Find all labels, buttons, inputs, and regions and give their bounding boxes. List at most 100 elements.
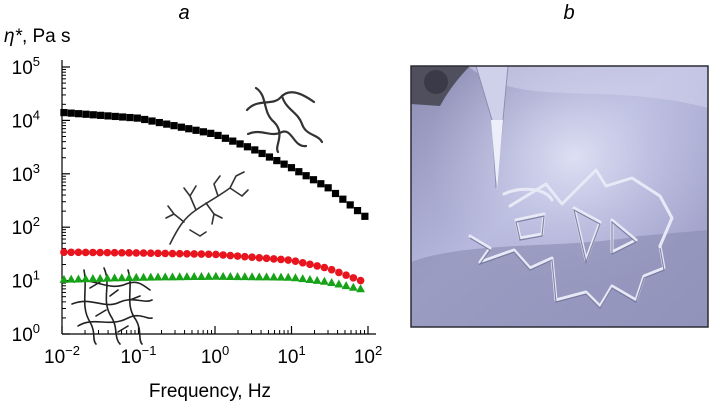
- data-point: [170, 122, 178, 130]
- data-point: [225, 271, 235, 280]
- data-point: [175, 249, 184, 258]
- data-point: [204, 271, 214, 280]
- data-point: [88, 274, 98, 283]
- data-point: [192, 126, 200, 134]
- data-point: [312, 275, 322, 284]
- data-point: [168, 272, 177, 281]
- data-point: [214, 131, 222, 140]
- x-axis-title: Frequency, Hz: [149, 381, 271, 402]
- data-point: [327, 277, 337, 286]
- data-point: [356, 284, 365, 293]
- data-point: [212, 250, 220, 259]
- data-point: [60, 108, 68, 117]
- data-point: [240, 272, 250, 281]
- data-point: [219, 251, 227, 259]
- data-point: [320, 276, 329, 285]
- x-tick-label: 102: [354, 343, 382, 368]
- data-point: [276, 272, 286, 281]
- data-point: [277, 255, 285, 264]
- data-point: [265, 153, 274, 161]
- data-point: [183, 250, 191, 258]
- data-point: [221, 134, 230, 142]
- x-tick-label: 101: [277, 343, 305, 368]
- data-point: [327, 265, 336, 274]
- data-point: [190, 250, 198, 258]
- data-point: [298, 258, 307, 267]
- x-tick-label: 10−1: [121, 343, 157, 368]
- data-point: [185, 125, 193, 133]
- data-point: [104, 112, 112, 120]
- data-point: [125, 249, 133, 257]
- data-point: [262, 254, 271, 263]
- data-point: [284, 256, 293, 264]
- data-point: [163, 120, 171, 128]
- data-point: [60, 248, 68, 257]
- data-point: [342, 271, 350, 279]
- data-point: [148, 117, 156, 125]
- series-layer: [59, 108, 369, 293]
- y-tick-label: 104: [12, 107, 40, 132]
- data-point: [66, 274, 76, 283]
- data-point: [309, 176, 318, 184]
- data-point: [117, 273, 127, 282]
- data-point: [346, 201, 354, 209]
- data-point: [226, 251, 235, 260]
- data-point: [349, 274, 358, 282]
- data-point: [204, 250, 213, 259]
- data-point: [262, 272, 271, 281]
- data-point: [233, 272, 242, 281]
- data-point: [339, 195, 347, 203]
- panel-label-a: a: [178, 2, 189, 24]
- data-point: [141, 115, 149, 124]
- data-point: [298, 274, 308, 283]
- data-point: [199, 128, 207, 136]
- data-point: [155, 118, 163, 127]
- series-circle: [60, 248, 365, 285]
- data-point: [67, 109, 75, 117]
- data-point: [324, 184, 332, 192]
- data-point: [139, 272, 148, 281]
- data-point: [291, 257, 300, 265]
- data-point: [233, 252, 242, 260]
- data-point: [334, 279, 344, 288]
- data-point: [313, 262, 321, 270]
- data-point: [168, 249, 177, 258]
- data-point: [182, 272, 192, 281]
- y-tick-label: 105: [12, 54, 40, 79]
- data-point: [153, 272, 163, 281]
- data-point: [236, 140, 244, 148]
- y-tick-label: 103: [12, 161, 40, 186]
- data-point: [247, 272, 257, 281]
- data-point: [254, 272, 264, 281]
- y-tick-label: 101: [12, 268, 40, 293]
- data-point: [67, 248, 75, 257]
- series-square: [60, 108, 369, 220]
- data-point: [82, 110, 90, 118]
- linear-polymer-sketch: [245, 86, 324, 154]
- data-point: [305, 274, 315, 283]
- data-point: [81, 274, 91, 283]
- data-point: [132, 249, 141, 257]
- data-point: [124, 273, 134, 282]
- data-point: [295, 168, 303, 176]
- data-point: [269, 255, 278, 263]
- data-point: [154, 249, 162, 258]
- data-point: [81, 248, 90, 257]
- tick-labels: 10−2 10−1 100 101 102 100 101 102 103 104 105: [12, 54, 383, 368]
- data-point: [302, 172, 310, 180]
- data-point: [139, 249, 148, 257]
- data-point: [255, 253, 264, 262]
- data-point: [102, 273, 112, 282]
- data-point: [118, 248, 126, 257]
- printing-photo: [410, 65, 709, 328]
- data-point: [287, 164, 296, 172]
- data-point: [110, 248, 119, 257]
- network-polymer-sketch: [71, 267, 153, 345]
- x-tick-label: 10−2: [44, 343, 80, 368]
- data-point: [353, 206, 362, 215]
- data-point: [229, 137, 237, 145]
- axis-ticks: [61, 66, 369, 335]
- x-tick-label: 100: [201, 343, 229, 368]
